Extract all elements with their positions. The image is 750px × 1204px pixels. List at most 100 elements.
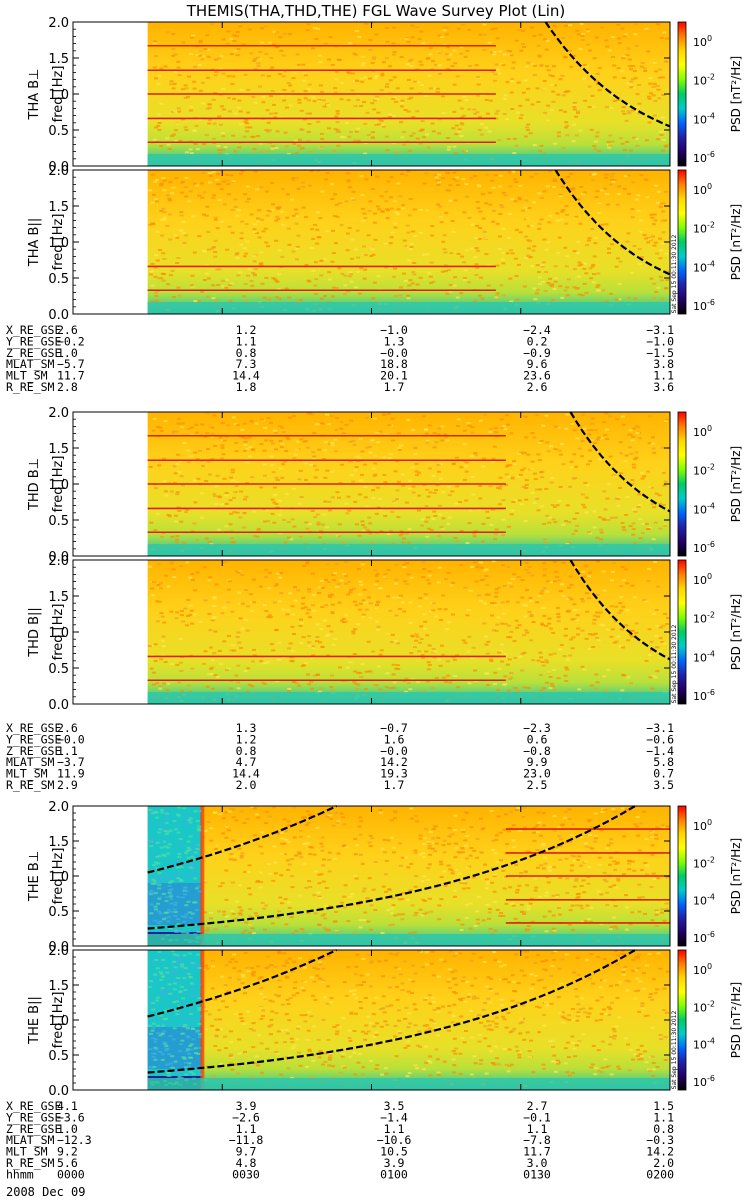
ephemeris-value: 2.8 — [57, 380, 78, 394]
y-tick-label: 0.5 — [48, 514, 69, 529]
y-axis-label: freq [Hz] — [51, 456, 66, 513]
colorbar-label: PSD [nT²/Hz] — [729, 446, 743, 522]
y-tick-label: 0.5 — [48, 662, 69, 677]
colorbar-tick: 10-4 — [693, 649, 715, 664]
y-tick-label: 2.0 — [48, 800, 69, 815]
timestamp-stamp: Sat Sep 15 00:11:30 2012 — [671, 1011, 678, 1090]
y-tick-label: 0.0 — [48, 698, 69, 713]
colorbar-tick: 10-2 — [693, 463, 715, 478]
y-axis-label: freq [Hz] — [51, 66, 66, 123]
colorbar-tick: 100 — [693, 424, 712, 439]
colorbar — [678, 412, 686, 556]
spectrogram-background — [148, 950, 670, 1090]
y-tick-label: 0.0 — [48, 1084, 69, 1099]
spectrogram-background — [148, 170, 670, 314]
ephemeris-value: 2.5 — [527, 778, 548, 792]
ephemeris-value: 0000 — [57, 1167, 85, 1181]
ephemeris-value: 0130 — [523, 1167, 551, 1181]
ephemeris-value: 1.7 — [384, 778, 405, 792]
colorbar-tick: 100 — [693, 182, 712, 197]
y-tick-label: 1.5 — [48, 590, 69, 605]
colorbar-tick: 10-4 — [693, 1037, 715, 1052]
y-tick-label: 0.0 — [48, 308, 69, 323]
y-tick-label: 0.5 — [48, 124, 69, 139]
y-tick-label: 1.5 — [48, 442, 69, 457]
y-axis-label: freq [Hz] — [51, 848, 66, 905]
colorbar-tick: 100 — [693, 572, 712, 587]
y-tick-label: 2.0 — [48, 406, 69, 421]
colorbar-label: PSD [nT²/Hz] — [729, 56, 743, 132]
colorbar-tick: 10-4 — [693, 501, 715, 516]
timestamp-stamp: Sat Sep 15 00:11:30 2012 — [671, 235, 678, 314]
y-tick-label: 0.5 — [48, 272, 69, 287]
colorbar-tick: 10-6 — [693, 540, 715, 555]
ephemeris-value: 0030 — [232, 1167, 260, 1181]
panel-label: THA B|| — [27, 218, 42, 267]
colorbar-tick: 10-4 — [693, 111, 715, 126]
colorbar-tick: 100 — [693, 962, 712, 977]
colorbar-tick: 10-4 — [693, 259, 715, 274]
ephemeris-value: 2.0 — [236, 778, 257, 792]
ephemeris-value: 0200 — [646, 1167, 674, 1181]
colorbar — [678, 22, 686, 166]
panel-label: THA B⊥ — [27, 69, 42, 121]
colorbar-tick: 10-6 — [693, 930, 715, 945]
y-axis-label: freq [Hz] — [51, 992, 66, 1049]
colorbar-label: PSD [nT²/Hz] — [729, 838, 743, 914]
panel-label: THD B⊥ — [27, 458, 42, 511]
colorbar-tick: 10-6 — [693, 688, 715, 703]
colorbar-tick: 10-2 — [693, 221, 715, 236]
colorbar-tick: 10-4 — [693, 893, 715, 908]
ephemeris-value: 2.6 — [527, 380, 548, 394]
colorbar-tick: 10-6 — [693, 1074, 715, 1089]
date-label: 2008 Dec 09 — [6, 1185, 85, 1199]
colorbar-tick: 100 — [693, 818, 712, 833]
colorbar-label: PSD [nT²/Hz] — [729, 594, 743, 670]
colorbar-tick: 10-6 — [693, 298, 715, 313]
colorbar — [678, 170, 686, 314]
colorbar-tick: 10-2 — [693, 855, 715, 870]
colorbar — [678, 806, 686, 946]
y-tick-label: 1.5 — [48, 52, 69, 67]
y-tick-label: 2.0 — [48, 944, 69, 959]
panel-label: THD B|| — [27, 607, 42, 658]
panel-label: THE B⊥ — [27, 851, 42, 902]
colorbar-label: PSD [nT²/Hz] — [729, 982, 743, 1058]
colorbar-tick: 10-6 — [693, 150, 715, 165]
colorbar-label: PSD [nT²/Hz] — [729, 204, 743, 280]
colorbar-tick: 10-2 — [693, 611, 715, 626]
y-tick-label: 2.0 — [48, 554, 69, 569]
ephemeris-row-label: hhmm — [6, 1167, 34, 1181]
y-axis-label: freq [Hz] — [51, 604, 66, 661]
y-tick-label: 0.5 — [48, 905, 69, 920]
y-tick-label: 1.5 — [48, 200, 69, 215]
ephemeris-value: 3.5 — [653, 778, 674, 792]
ephemeris-value: 2.9 — [57, 778, 78, 792]
y-tick-label: 2.0 — [48, 164, 69, 179]
y-tick-label: 2.0 — [48, 16, 69, 31]
y-axis-label: freq [Hz] — [51, 214, 66, 271]
figure-title: THEMIS(THA,THD,THE) FGL Wave Survey Plot… — [186, 2, 565, 20]
ephemeris-row-label: R_RE_SM — [6, 380, 55, 394]
colorbar-tick: 10-2 — [693, 73, 715, 88]
panel-label: THE B|| — [27, 996, 42, 1045]
ephemeris-row-label: R_RE_SM — [6, 778, 55, 792]
colorbar — [678, 950, 686, 1090]
colorbar-tick: 100 — [693, 34, 712, 49]
y-tick-label: 0.5 — [48, 1049, 69, 1064]
timestamp-stamp: Sat Sep 15 00:11:30 2012 — [671, 625, 678, 704]
ephemeris-value: 0100 — [380, 1167, 408, 1181]
colorbar-tick: 10-2 — [693, 999, 715, 1014]
ephemeris-value: 1.7 — [384, 380, 405, 394]
ephemeris-value: 1.8 — [236, 380, 257, 394]
